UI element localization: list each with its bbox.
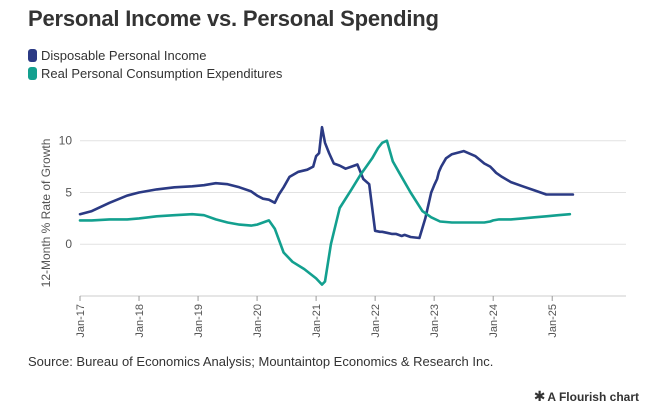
flourish-credit[interactable]: ✱ A Flourish chart — [534, 388, 639, 405]
legend-swatch-consumption — [28, 66, 37, 80]
legend-item-consumption[interactable]: Real Personal Consumption Expenditures — [28, 64, 282, 82]
x-tick-label: Jan-23 — [429, 304, 441, 338]
source-note: Source: Bureau of Economics Analysis; Mo… — [28, 354, 494, 369]
x-tick-label: Jan-24 — [488, 304, 500, 338]
y-tick-label: 10 — [59, 134, 73, 148]
x-tick-label: Jan-21 — [311, 304, 323, 338]
x-tick-label: Jan-25 — [547, 304, 559, 338]
y-axis-title: 12-Month % Rate of Growth — [39, 139, 53, 288]
asterisk-icon: ✱ — [533, 388, 546, 404]
y-tick-label: 0 — [65, 237, 72, 251]
chart-title: Personal Income vs. Personal Spending — [28, 6, 439, 31]
x-tick-label: Jan-20 — [252, 304, 264, 338]
credit-text: A Flourish chart — [547, 390, 639, 404]
y-tick-label: 5 — [65, 185, 72, 199]
x-tick-label: Jan-17 — [75, 304, 87, 338]
x-tick-label: Jan-18 — [134, 304, 146, 338]
series-line-disposable-income — [78, 125, 575, 240]
x-tick-label: Jan-19 — [193, 304, 205, 338]
x-tick-label: Jan-22 — [370, 304, 382, 338]
series-line-consumption — [78, 139, 572, 286]
legend-item-income[interactable]: Disposable Personal Income — [28, 46, 282, 64]
legend-label-income: Disposable Personal Income — [41, 47, 207, 63]
legend-swatch-income — [28, 48, 37, 62]
legend: Disposable Personal Income Real Personal… — [28, 46, 282, 82]
legend-label-consumption: Real Personal Consumption Expenditures — [41, 65, 283, 81]
